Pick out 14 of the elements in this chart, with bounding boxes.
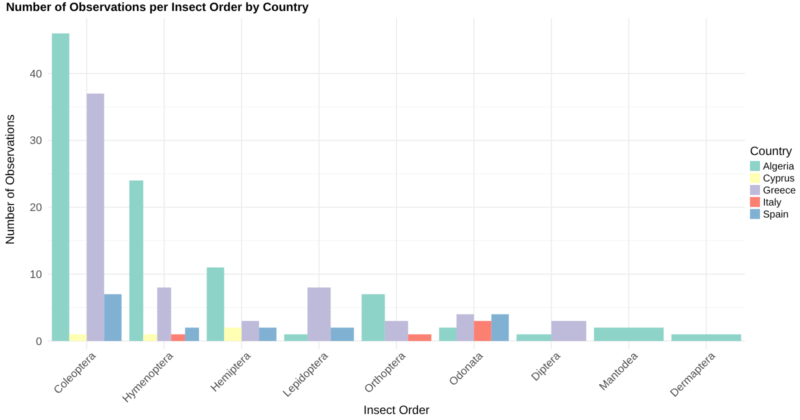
y-tick-label: 40 — [30, 68, 42, 80]
legend-label: Spain — [763, 210, 789, 220]
chart-title: Number of Observations per Insect Order by Country — [6, 0, 310, 14]
y-axis-title: Number of Observations — [3, 114, 17, 245]
y-tick-label: 0 — [36, 336, 42, 348]
y-tick-label: 10 — [30, 268, 42, 281]
legend-label: Cyprus — [763, 174, 795, 184]
legend-title: Country — [750, 144, 792, 158]
x-axis-title: Insect Order — [363, 403, 430, 417]
y-tick-label: 20 — [30, 202, 42, 214]
legend-label: Greece — [763, 186, 796, 196]
legend-label: Algeria — [763, 162, 795, 172]
y-tick-label: 30 — [30, 135, 42, 148]
legend-label: Italy — [763, 198, 782, 208]
